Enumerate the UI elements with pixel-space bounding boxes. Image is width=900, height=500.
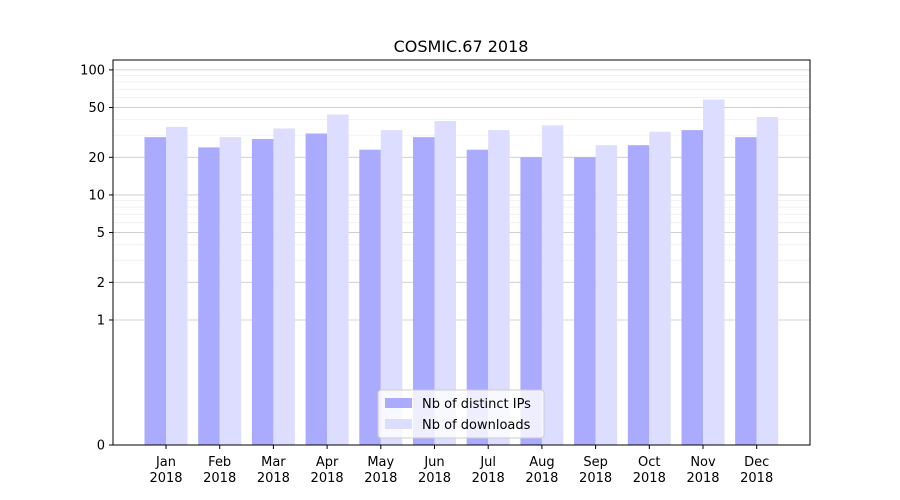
bar (273, 128, 295, 445)
bar (541, 125, 564, 445)
bar (574, 157, 596, 445)
x-tick-label: Jul 2018 (472, 455, 505, 486)
chart-title: COSMIC.67 2018 (394, 37, 529, 56)
bar (305, 133, 328, 445)
x-tick-label: Mar 2018 (257, 455, 290, 486)
x-tick-label: Apr 2018 (311, 455, 344, 486)
y-tick-label: 0 (97, 439, 105, 454)
legend-box (377, 389, 545, 439)
bar (735, 137, 757, 445)
x-tick-label: Sep 2018 (579, 455, 612, 486)
legend-swatch (385, 398, 412, 408)
y-axis: 0 1 2 5 10 20 50 100 (80, 63, 113, 454)
x-tick-label: Jun 2018 (418, 455, 451, 486)
y-tick-label: 2 (97, 276, 105, 291)
x-tick-label: Dec 2018 (740, 455, 773, 486)
bar (198, 147, 220, 446)
bar (251, 139, 274, 445)
bar (219, 137, 242, 445)
bar (166, 126, 188, 446)
y-tick-label: 1 (97, 313, 105, 328)
bar (327, 114, 349, 445)
bar (380, 130, 403, 445)
bar (466, 149, 489, 446)
y-tick-label: 20 (88, 151, 105, 166)
bar (703, 99, 725, 446)
legend: Nb of distinct IPs Nb of downloads (377, 389, 545, 439)
bar (649, 131, 671, 445)
y-tick-label: 5 (97, 226, 105, 241)
bar (520, 157, 542, 445)
legend-label: Nb of distinct IPs (422, 397, 531, 412)
bar (434, 121, 456, 446)
bar (681, 130, 703, 445)
bar (413, 137, 435, 445)
x-tick-label: Nov 2018 (686, 455, 719, 486)
y-tick-label: 100 (80, 63, 105, 78)
y-tick-label: 10 (88, 188, 105, 203)
bar (359, 149, 381, 446)
x-tick-label: Jan 2018 (149, 455, 182, 486)
bar (756, 117, 779, 445)
x-tick-label: Oct 2018 (633, 455, 666, 486)
bars (144, 99, 779, 446)
bar (144, 137, 166, 445)
bar (627, 145, 650, 445)
x-tick-label: Aug 2018 (525, 455, 558, 486)
bar (595, 145, 618, 445)
x-axis: Jan 2018 Feb 2018 Mar 2018 Apr 2018 May 2018 Jun 20… (149, 445, 773, 486)
plot-frame (112, 59, 811, 446)
bar (488, 130, 510, 445)
x-tick-label: Feb 2018 (203, 455, 236, 486)
legend-swatch (385, 419, 412, 429)
x-tick-label: May 2018 (364, 455, 397, 486)
y-tick-label: 50 (88, 101, 105, 116)
legend-label: Nb of downloads (422, 418, 531, 433)
